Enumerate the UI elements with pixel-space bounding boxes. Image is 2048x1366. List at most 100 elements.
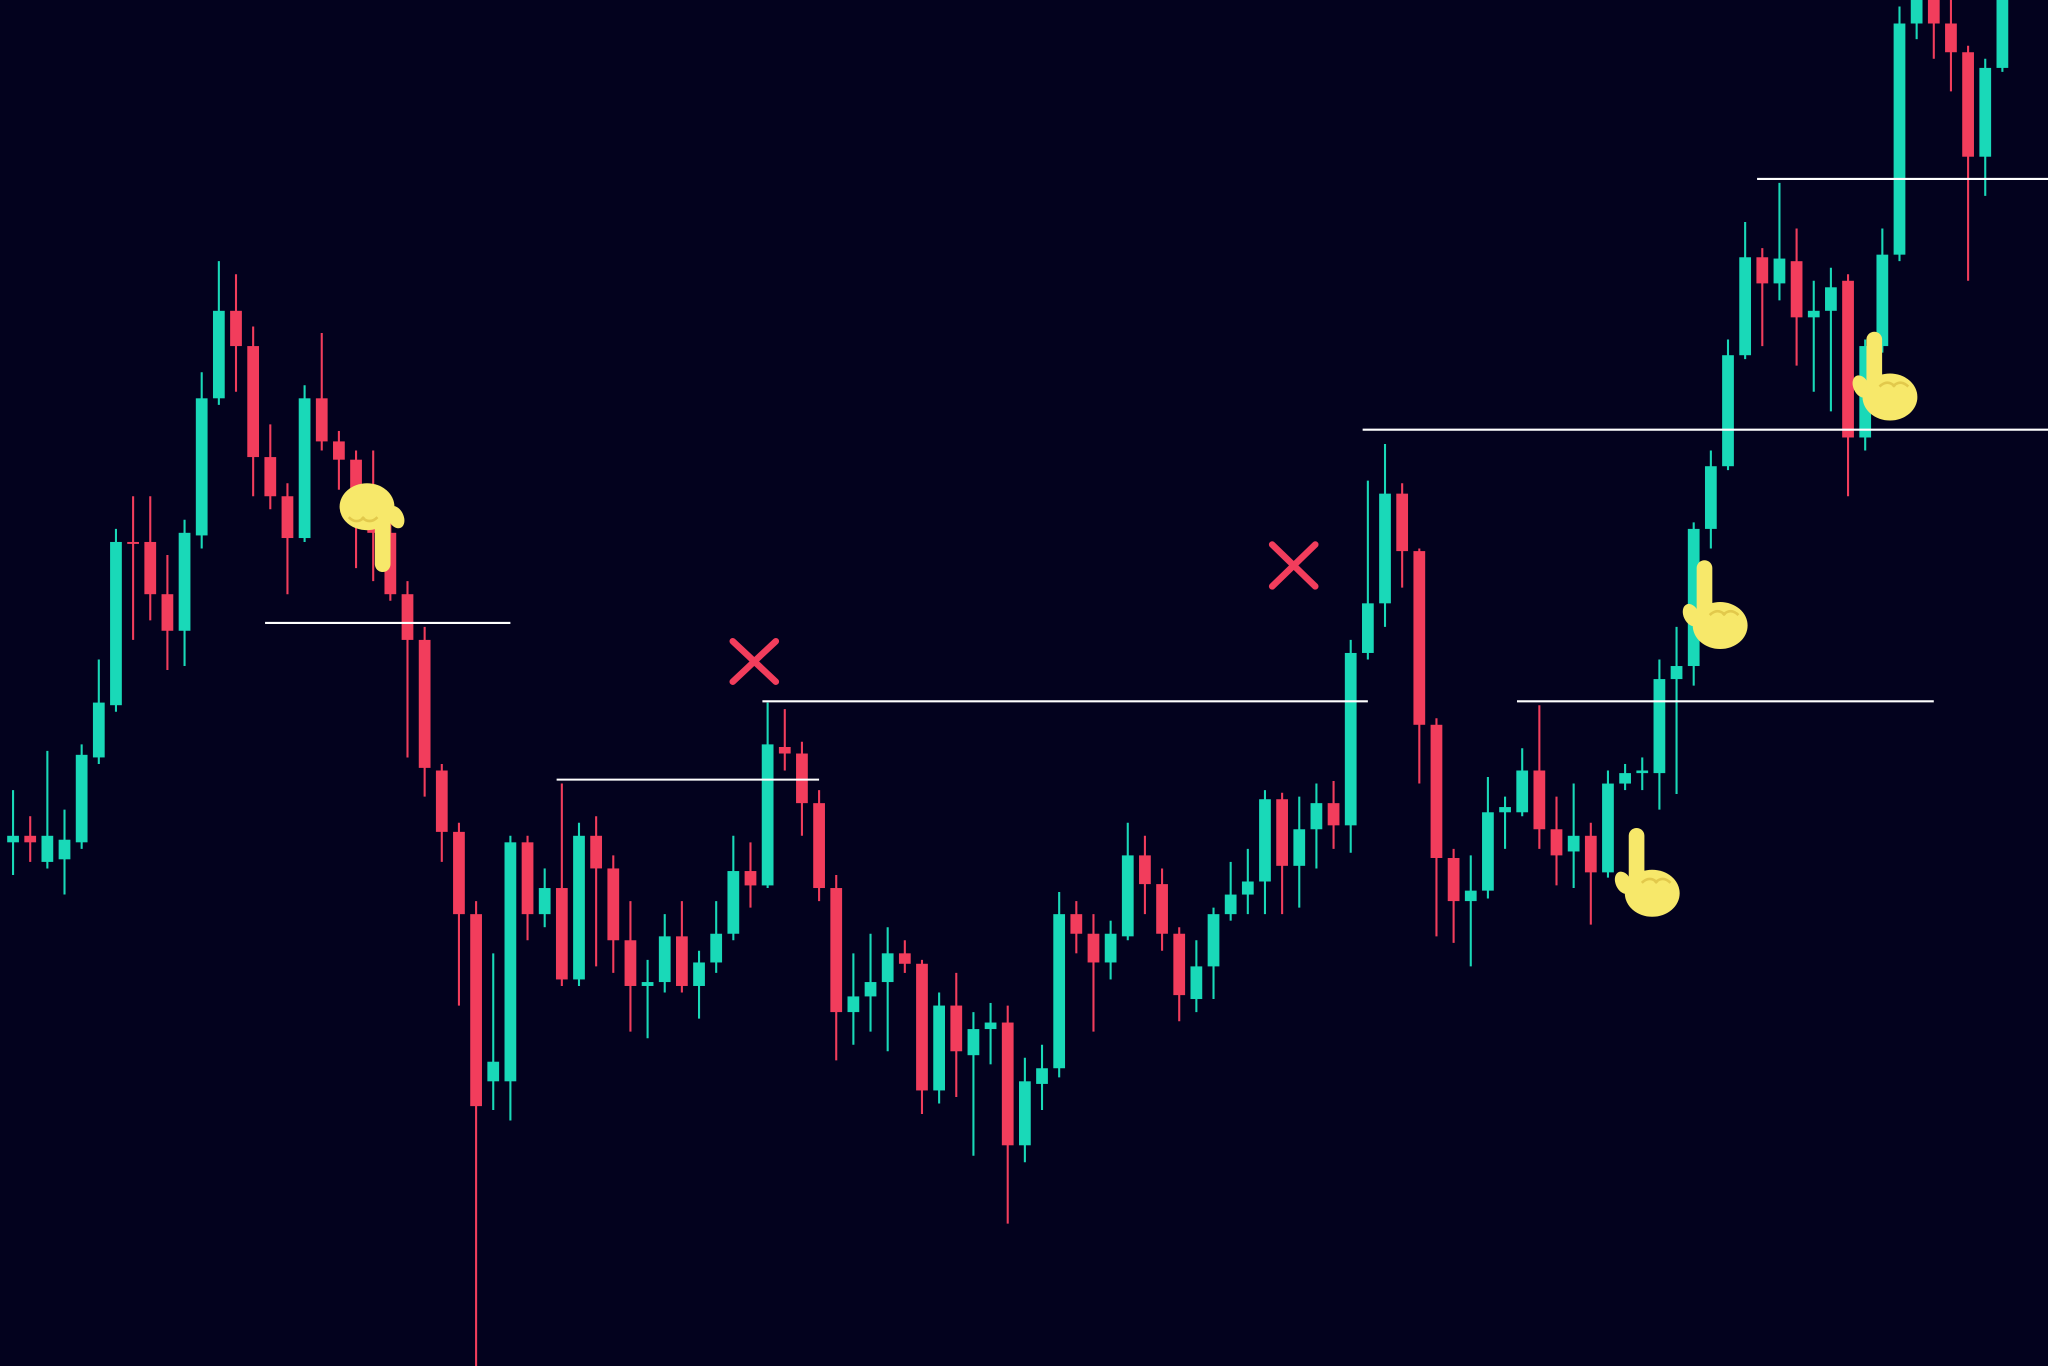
- candle-body: [1276, 799, 1288, 866]
- candle-body: [1070, 914, 1083, 934]
- candle-body: [1344, 652, 1357, 826]
- candle-body: [710, 933, 723, 963]
- candle-body: [1156, 884, 1168, 934]
- candle-body: [1876, 254, 1889, 347]
- candle-body: [75, 754, 88, 843]
- candle-body: [350, 459, 362, 494]
- candle-body: [178, 532, 191, 631]
- candle-body: [58, 839, 71, 860]
- candle-body: [847, 996, 860, 1013]
- candle-body: [555, 888, 568, 980]
- candle-body: [1293, 829, 1306, 866]
- candle-body: [1996, 0, 2009, 68]
- candle-body: [967, 1029, 980, 1056]
- candle-body: [1842, 280, 1854, 438]
- candle-body: [1893, 23, 1906, 255]
- candle-body: [1327, 803, 1340, 826]
- candles: [7, 0, 2009, 1366]
- cross-mark: [729, 637, 780, 685]
- candle-body: [1550, 829, 1563, 856]
- candle-body: [984, 1022, 997, 1030]
- candle-body: [195, 398, 208, 536]
- candle-body: [693, 962, 705, 986]
- candle-body: [333, 441, 345, 460]
- candle-body: [624, 940, 637, 986]
- candle-body: [1241, 881, 1254, 895]
- candle-body: [1482, 812, 1494, 891]
- candle-body: [1121, 855, 1134, 937]
- candle-body: [487, 1061, 500, 1082]
- candle-body: [521, 842, 534, 915]
- candle-body: [401, 594, 414, 640]
- candle-body: [881, 953, 894, 983]
- candle-body: [1962, 52, 1974, 157]
- candle-body: [744, 871, 757, 886]
- candle-body: [1379, 493, 1391, 604]
- candle-body: [281, 496, 294, 539]
- candle-body: [950, 1005, 963, 1052]
- candle-body: [916, 963, 928, 1091]
- levels: [265, 177, 2048, 781]
- candle-body: [1636, 770, 1649, 774]
- candle-body: [504, 842, 517, 1082]
- candle-body: [1927, 0, 1940, 24]
- candle-body: [1619, 773, 1631, 784]
- candle-body: [1670, 666, 1683, 680]
- candle-body: [1739, 257, 1752, 356]
- candle-body: [1224, 894, 1237, 915]
- candle-body: [1447, 857, 1460, 902]
- candle-body: [1499, 807, 1511, 813]
- candle-body: [1139, 855, 1151, 885]
- candle-body: [1722, 355, 1734, 467]
- candle-body: [24, 835, 37, 843]
- annotations: [729, 541, 1319, 685]
- candle-body: [778, 746, 791, 754]
- candle-body: [898, 953, 911, 964]
- candle-body: [1001, 1022, 1014, 1146]
- candle-body: [1756, 257, 1769, 284]
- candle-body: [1790, 261, 1803, 318]
- candle-body: [1207, 914, 1220, 967]
- candle-body: [1173, 933, 1186, 996]
- candle-body: [470, 914, 482, 1107]
- candle-body: [110, 541, 122, 706]
- candle-body: [298, 398, 311, 539]
- candle-body: [1018, 1081, 1031, 1146]
- candle-body: [264, 457, 277, 497]
- candle-body: [1602, 783, 1614, 873]
- candle-body: [144, 541, 157, 595]
- candle-body: [1190, 966, 1203, 1000]
- candle-body: [538, 888, 551, 915]
- candle-body: [796, 753, 808, 804]
- cross-mark: [1268, 541, 1319, 590]
- candle-body: [1464, 890, 1477, 902]
- candle-body: [1704, 466, 1717, 529]
- candle-body: [1533, 770, 1546, 830]
- candle-body: [7, 835, 19, 843]
- candle-body: [1825, 287, 1837, 311]
- candle-body: [1053, 914, 1066, 1069]
- candle-body: [676, 936, 688, 986]
- candle-body: [212, 310, 225, 399]
- candle-body: [1653, 679, 1666, 774]
- candle-body: [761, 744, 774, 886]
- candle-body: [1310, 803, 1323, 830]
- candle-body: [573, 835, 585, 980]
- candle-body: [418, 639, 431, 768]
- candle-body: [1567, 835, 1580, 852]
- candle-body: [641, 982, 654, 986]
- candle-body: [658, 936, 671, 983]
- candle-body: [1259, 799, 1271, 882]
- candle-body: [1396, 493, 1409, 552]
- candle-body: [230, 310, 242, 347]
- candle-body: [453, 831, 465, 915]
- candle-body: [1361, 603, 1374, 653]
- candle-body: [590, 835, 603, 869]
- candle-body: [830, 888, 843, 1013]
- candle-body: [247, 346, 260, 458]
- candle-body: [1430, 724, 1443, 858]
- candle-body: [727, 871, 740, 934]
- candle-body: [1945, 23, 1957, 53]
- candle-body: [933, 1005, 946, 1091]
